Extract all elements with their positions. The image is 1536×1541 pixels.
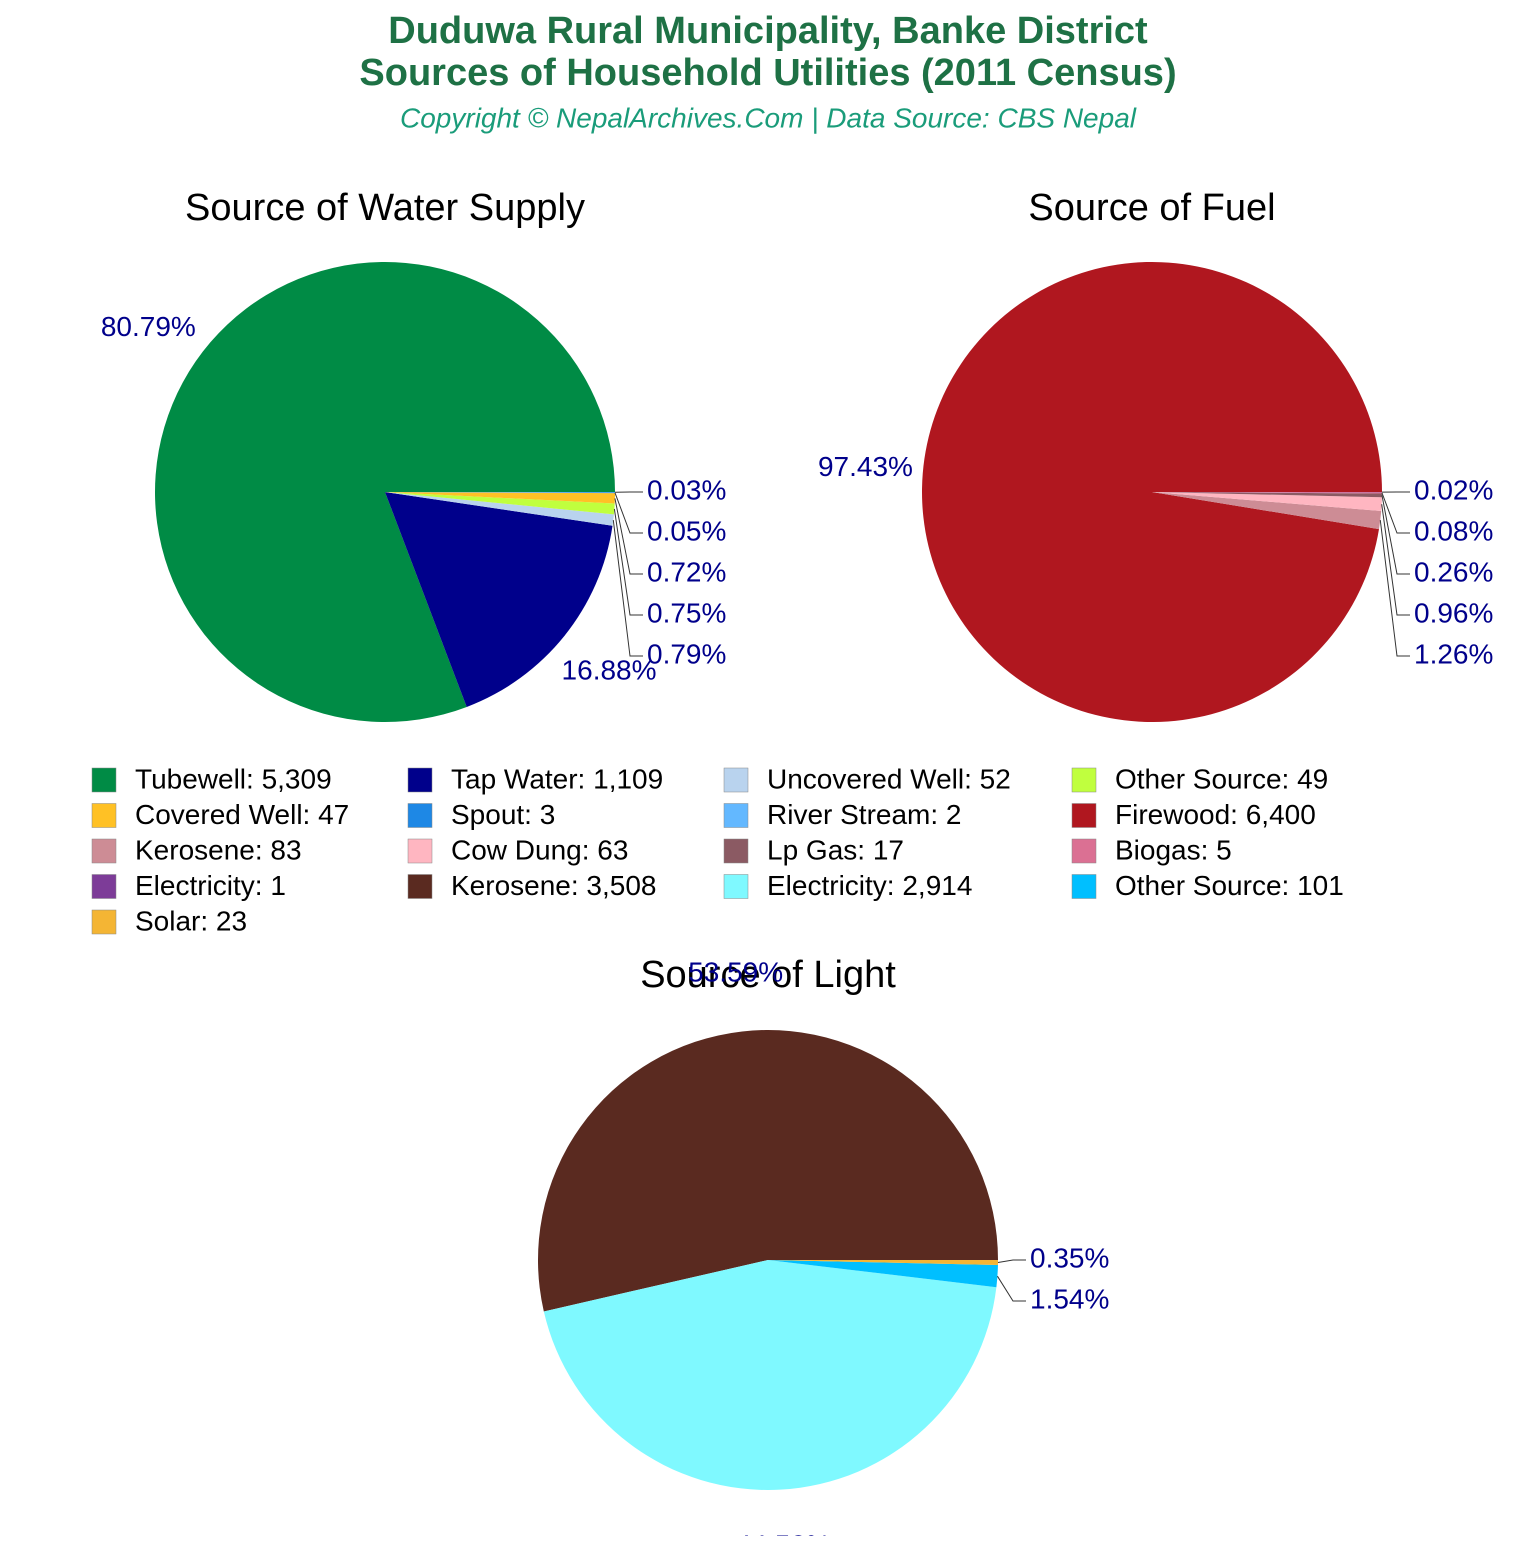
legend-label: Solar: 23 [135,905,247,936]
legend-label: Cow Dung: 63 [451,834,628,865]
pie-label: 44.52% [736,1529,831,1536]
legend-swatch [1072,804,1096,828]
legend-swatch [92,875,116,899]
pie-label: 53.59% [688,957,783,988]
legend-label: Firewood: 6,400 [1115,799,1316,830]
pie-label: 1.26% [1414,638,1493,669]
pie-label: 1.54% [1030,1283,1109,1314]
pie-label: 0.05% [647,515,726,546]
legend-label: Tap Water: 1,109 [451,763,663,794]
pie-label: 80.79% [101,311,196,342]
pie-label: 0.72% [647,556,726,587]
pie-label: 97.43% [818,451,913,482]
legend-swatch [92,839,116,863]
legend-label: Spout: 3 [451,799,555,830]
title-line-1: Duduwa Rural Municipality, Banke Distric… [388,10,1148,52]
legend-label: River Stream: 2 [767,799,962,830]
legend-label: Other Source: 49 [1115,763,1328,794]
legend-swatch [92,804,116,828]
legend-label: Kerosene: 3,508 [451,870,657,901]
legend-swatch [408,875,432,899]
copyright: Copyright © NepalArchives.Com | Data Sou… [400,102,1137,133]
legend-swatch [408,839,432,863]
legend-label: Tubewell: 5,309 [135,763,332,794]
leader-line [1382,504,1410,615]
legend-label: Uncovered Well: 52 [767,763,1011,794]
legend-label: Lp Gas: 17 [767,834,904,865]
pie-label: 0.08% [1414,515,1493,546]
leader-line [1382,493,1410,533]
pie-label: 0.96% [1414,597,1493,628]
title-line-2: Sources of Household Utilities (2011 Cen… [359,52,1176,94]
pie-label: 16.88% [562,655,657,686]
legend-swatch [1072,875,1096,899]
leader-line [615,493,643,533]
leader-line [997,1276,1026,1301]
pie-title: Source of Water Supply [185,187,585,229]
leader-line [1380,520,1410,656]
pie-label: 0.79% [647,638,726,669]
legend-swatch [92,910,116,934]
legend-label: Electricity: 1 [135,870,286,901]
pie-label: 0.26% [1414,556,1493,587]
pie-label: 0.75% [647,597,726,628]
legend-swatch [1072,839,1096,863]
leader-line [615,498,643,574]
legend-swatch [724,839,748,863]
legend-swatch [1072,768,1096,792]
legend-swatch [724,768,748,792]
legend-swatch [724,875,748,899]
leader-line [613,520,643,656]
leader-line [998,1260,1026,1263]
legend-swatch [92,768,116,792]
legend-label: Covered Well: 47 [135,799,349,830]
pie-label: 0.35% [1030,1242,1109,1273]
pie-label: 0.02% [1414,474,1493,505]
legend-label: Kerosene: 83 [135,834,302,865]
legend-label: Biogas: 5 [1115,834,1232,865]
legend-label: Electricity: 2,914 [767,870,972,901]
pie-label: 0.03% [647,474,726,505]
legend-swatch [408,768,432,792]
pie-title: Source of Fuel [1028,187,1275,229]
legend-label: Other Source: 101 [1115,870,1344,901]
legend-swatch [724,804,748,828]
legend-swatch [408,804,432,828]
